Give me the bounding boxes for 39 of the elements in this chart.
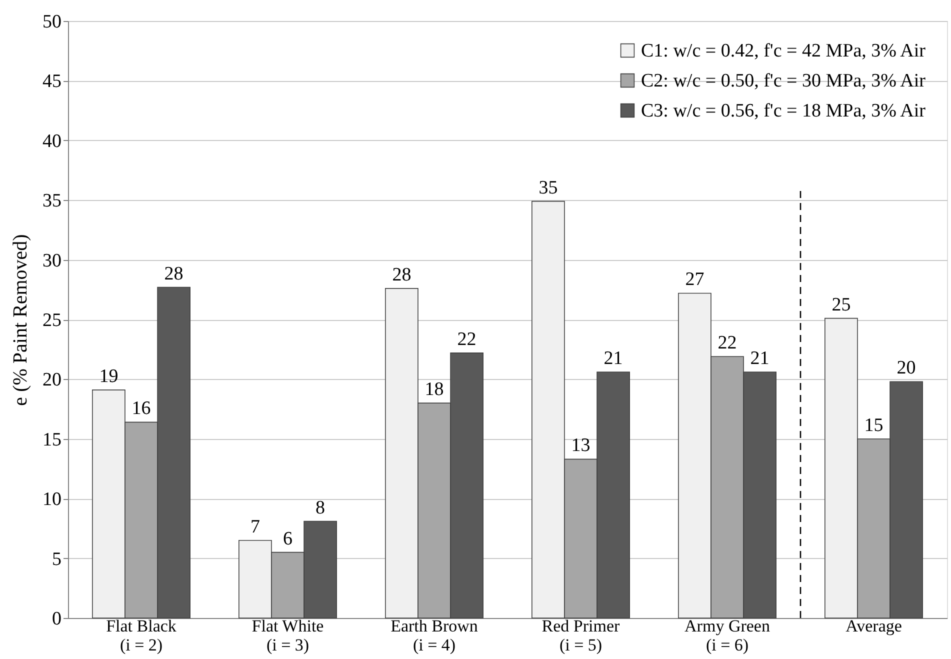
data-label: 7 xyxy=(250,516,260,538)
data-label: 8 xyxy=(316,497,326,518)
data-label: 21 xyxy=(604,348,623,370)
y-tick-label: 35 xyxy=(42,190,62,212)
y-axis-title: e (% Paint Removed) xyxy=(10,234,32,406)
data-label: 16 xyxy=(132,398,151,420)
x-tick-label: Earth Brown (i = 4) xyxy=(390,616,478,654)
data-label: 35 xyxy=(538,177,558,198)
data-label: 6 xyxy=(283,528,292,550)
legend-label: C2: w/c = 0.50, f'c = 30 MPa, 3% Air xyxy=(641,70,926,92)
x-tick-label: Red Primer (i = 5) xyxy=(542,616,620,654)
x-tick-label: Average xyxy=(846,616,902,636)
y-tick-label: 45 xyxy=(42,71,62,92)
y-tick-label: 20 xyxy=(42,370,62,391)
data-label: 27 xyxy=(685,269,704,290)
data-label: 28 xyxy=(392,264,412,286)
x-tick-label: Flat White (i = 3) xyxy=(252,616,324,654)
x-tick-label: Flat Black (i = 2) xyxy=(106,616,177,654)
data-label: 22 xyxy=(457,328,476,350)
y-tick-label: 10 xyxy=(42,489,62,510)
y-tick-label: 30 xyxy=(42,250,62,272)
data-label: 25 xyxy=(832,294,851,316)
data-label: 22 xyxy=(718,332,737,354)
data-label: 15 xyxy=(864,414,884,436)
data-label: 19 xyxy=(99,366,118,387)
legend-label: C3: w/c = 0.56, f'c = 18 MPa, 3% Air xyxy=(641,100,926,122)
data-label: 28 xyxy=(164,263,184,284)
legend-label: C1: w/c = 0.42, f'c = 42 MPa, 3% Air xyxy=(641,40,926,62)
y-tick-label: 0 xyxy=(52,608,62,630)
data-label: 20 xyxy=(896,358,916,379)
y-tick-label: 25 xyxy=(42,310,62,331)
y-tick-label: 40 xyxy=(42,130,62,152)
y-tick-label: 5 xyxy=(52,548,62,570)
y-tick-label: 15 xyxy=(42,429,62,450)
data-label: 13 xyxy=(571,435,590,456)
y-tick-label: 50 xyxy=(42,12,62,32)
data-label: 18 xyxy=(424,379,444,400)
x-tick-label: Army Green (i = 6) xyxy=(684,616,770,654)
data-label: 21 xyxy=(750,348,770,370)
